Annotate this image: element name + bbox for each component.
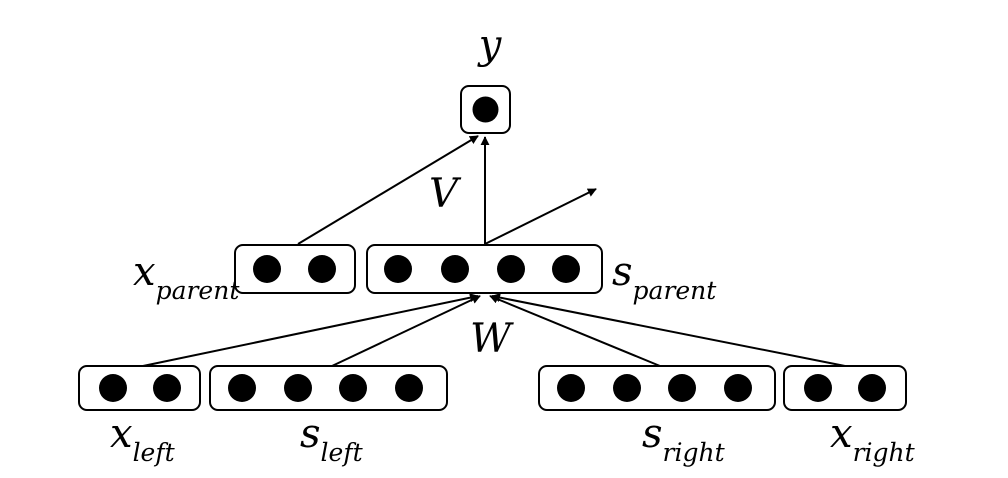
edge-x-left-to-s-parent xyxy=(142,293,479,367)
x-left-vector xyxy=(78,365,201,411)
x-parent-base: x xyxy=(133,249,156,295)
s-left-label: sleft xyxy=(300,411,364,467)
x-parent-unit xyxy=(253,255,281,283)
x-parent-label: xparent xyxy=(133,249,240,305)
edge-s-right-to-s-parent xyxy=(489,294,661,367)
x-left-unit xyxy=(153,374,181,402)
s-parent-sub: parent xyxy=(633,276,718,305)
s-parent-vector xyxy=(366,244,603,294)
x-left-unit xyxy=(99,374,127,402)
s-parent-unit xyxy=(497,255,525,283)
weight-w-label: W xyxy=(470,316,514,362)
x-right-base: x xyxy=(830,411,853,457)
s-right-unit xyxy=(613,374,641,402)
output-label: y xyxy=(477,22,503,68)
s-left-unit xyxy=(395,374,423,402)
edge-s-parent-out xyxy=(484,188,597,245)
s-left-sub: left xyxy=(321,438,364,467)
x-left-box xyxy=(78,365,201,411)
x-parent-sub: parent xyxy=(156,276,241,305)
output-unit xyxy=(472,96,499,123)
s-parent-unit xyxy=(384,255,412,283)
weight-v-label: V xyxy=(429,171,462,217)
x-right-box xyxy=(783,365,907,411)
s-left-unit xyxy=(284,374,312,402)
x-left-base: x xyxy=(110,411,133,457)
s-right-unit xyxy=(668,374,696,402)
edge-x-parent-to-y xyxy=(297,135,479,245)
s-left-unit xyxy=(339,374,367,402)
s-right-base: s xyxy=(642,411,663,457)
edge-x-right-to-s-parent xyxy=(491,293,846,367)
x-parent-unit xyxy=(308,255,336,283)
s-right-vector xyxy=(538,365,776,411)
x-left-sub: left xyxy=(133,438,176,467)
output-node xyxy=(460,85,511,134)
s-parent-box xyxy=(366,244,603,294)
s-parent-unit xyxy=(552,255,580,283)
s-right-label: sright xyxy=(642,411,726,467)
x-right-vector xyxy=(783,365,907,411)
edge-s-left-to-s-parent xyxy=(331,295,481,367)
s-left-vector xyxy=(209,365,448,411)
s-parent-label: sparent xyxy=(612,249,717,305)
x-parent-vector xyxy=(234,244,356,294)
x-right-label: xright xyxy=(830,411,916,467)
s-right-unit xyxy=(557,374,585,402)
edges xyxy=(142,135,846,367)
s-left-base: s xyxy=(300,411,321,457)
x-right-unit xyxy=(858,374,886,402)
s-right-box xyxy=(538,365,776,411)
x-right-sub: right xyxy=(853,438,916,467)
s-right-sub: right xyxy=(663,438,726,467)
x-right-unit xyxy=(804,374,832,402)
s-parent-unit xyxy=(441,255,469,283)
s-left-box xyxy=(209,365,448,411)
s-parent-base: s xyxy=(612,249,633,295)
s-left-unit xyxy=(228,374,256,402)
s-right-unit xyxy=(724,374,752,402)
x-left-label: xleft xyxy=(110,411,176,467)
